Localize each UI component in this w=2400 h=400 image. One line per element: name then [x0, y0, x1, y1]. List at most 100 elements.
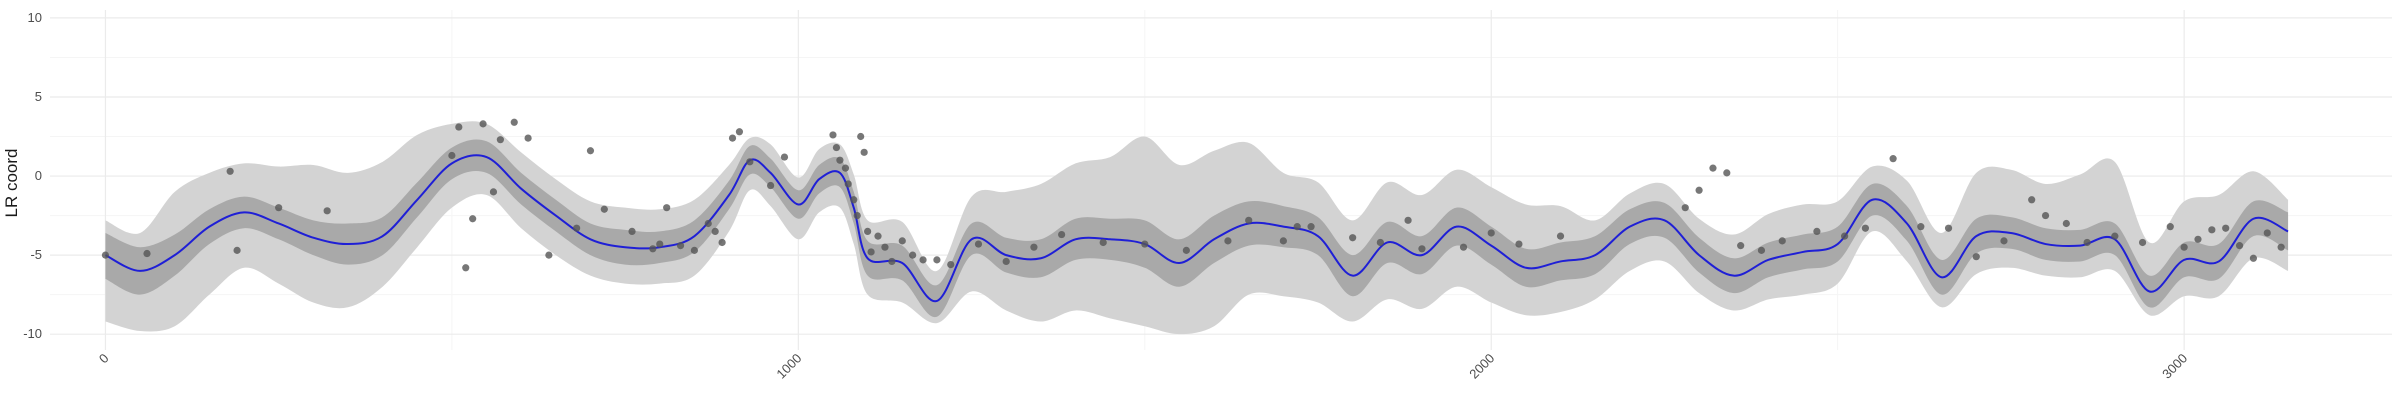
data-point	[767, 181, 775, 190]
data-point	[1307, 223, 1315, 231]
data-point	[663, 204, 671, 212]
data-point	[832, 143, 841, 152]
data-point	[2249, 254, 2258, 262]
data-point	[947, 261, 955, 269]
data-point	[1293, 223, 1301, 231]
data-point	[735, 128, 744, 136]
data-point	[1841, 232, 1849, 240]
data-point	[143, 249, 151, 258]
data-point	[860, 148, 868, 156]
data-point	[489, 188, 498, 196]
data-point	[2111, 232, 2119, 240]
data-point	[780, 153, 789, 161]
data-point	[690, 246, 698, 254]
data-point	[573, 224, 581, 232]
data-point	[704, 219, 712, 228]
data-point	[649, 245, 657, 253]
y-tick-label: 5	[35, 89, 42, 104]
data-point	[1099, 238, 1107, 247]
data-point	[1737, 242, 1745, 250]
data-point	[469, 215, 477, 223]
data-point	[933, 256, 941, 264]
x-tick-label: 3000	[2159, 351, 2190, 382]
data-point	[1681, 204, 1689, 212]
x-tick-label: 1000	[773, 351, 804, 382]
data-point	[455, 123, 463, 131]
data-point	[746, 158, 754, 166]
data-point	[656, 240, 664, 248]
data-point	[1349, 234, 1357, 242]
data-point	[1418, 245, 1426, 253]
data-point	[881, 243, 889, 251]
data-point	[1889, 155, 1897, 163]
data-point	[829, 131, 837, 139]
x-tick-label: 0	[96, 351, 112, 367]
data-point	[836, 156, 844, 164]
y-axis-title: LR coord	[2, 149, 21, 218]
data-point	[1972, 253, 1980, 261]
data-point	[676, 242, 685, 250]
data-point	[1182, 246, 1190, 254]
data-point	[919, 256, 927, 264]
data-point	[510, 118, 518, 126]
data-point	[1459, 243, 1468, 251]
data-point	[2263, 229, 2271, 237]
data-point	[275, 204, 283, 212]
data-point	[1695, 186, 1703, 194]
data-point	[323, 207, 331, 215]
data-point	[718, 238, 726, 247]
data-point	[1515, 240, 1523, 248]
data-point	[874, 232, 882, 240]
data-point	[2062, 219, 2070, 228]
data-point	[1556, 232, 1565, 240]
data-point	[600, 205, 608, 213]
data-point	[2277, 243, 2285, 251]
data-point	[1778, 237, 1786, 245]
data-point	[2083, 238, 2091, 247]
data-point	[2028, 196, 2036, 204]
data-point	[841, 164, 850, 172]
data-point	[867, 248, 875, 256]
data-point	[857, 132, 865, 141]
inner-confidence-band	[105, 139, 2289, 318]
data-point	[2180, 243, 2188, 251]
y-tick-label: 0	[35, 168, 42, 183]
data-point	[1279, 237, 1287, 245]
outer-confidence-band	[105, 121, 2289, 335]
data-point	[1002, 257, 1010, 266]
data-point	[853, 211, 861, 220]
data-point	[1709, 164, 1717, 172]
y-tick-label: 10	[28, 10, 42, 25]
data-point	[844, 180, 852, 188]
data-point	[628, 227, 636, 235]
data-point	[711, 227, 719, 235]
data-point	[888, 257, 896, 266]
data-point	[462, 264, 470, 272]
data-point	[233, 246, 241, 254]
data-points	[101, 118, 2285, 272]
y-tick-label: -5	[30, 247, 42, 262]
data-point	[1861, 224, 1869, 232]
data-point	[1141, 240, 1149, 248]
data-point	[2208, 226, 2216, 234]
data-point	[2194, 235, 2202, 243]
data-point	[101, 251, 110, 259]
data-point	[524, 134, 532, 142]
data-point	[1058, 230, 1066, 239]
data-point	[1757, 246, 1766, 254]
data-point	[1030, 243, 1038, 251]
data-point	[898, 237, 906, 245]
data-point	[2138, 238, 2147, 247]
confidence-bands	[105, 121, 2289, 335]
data-point	[2222, 224, 2230, 232]
data-point	[974, 240, 983, 248]
y-tick-label: -10	[23, 326, 42, 341]
data-point	[864, 227, 872, 235]
data-point	[909, 251, 917, 259]
data-point	[545, 251, 553, 259]
data-point	[586, 147, 595, 155]
data-point	[1245, 216, 1253, 224]
data-point	[2235, 242, 2244, 250]
data-point	[448, 151, 456, 160]
data-point	[728, 134, 737, 142]
